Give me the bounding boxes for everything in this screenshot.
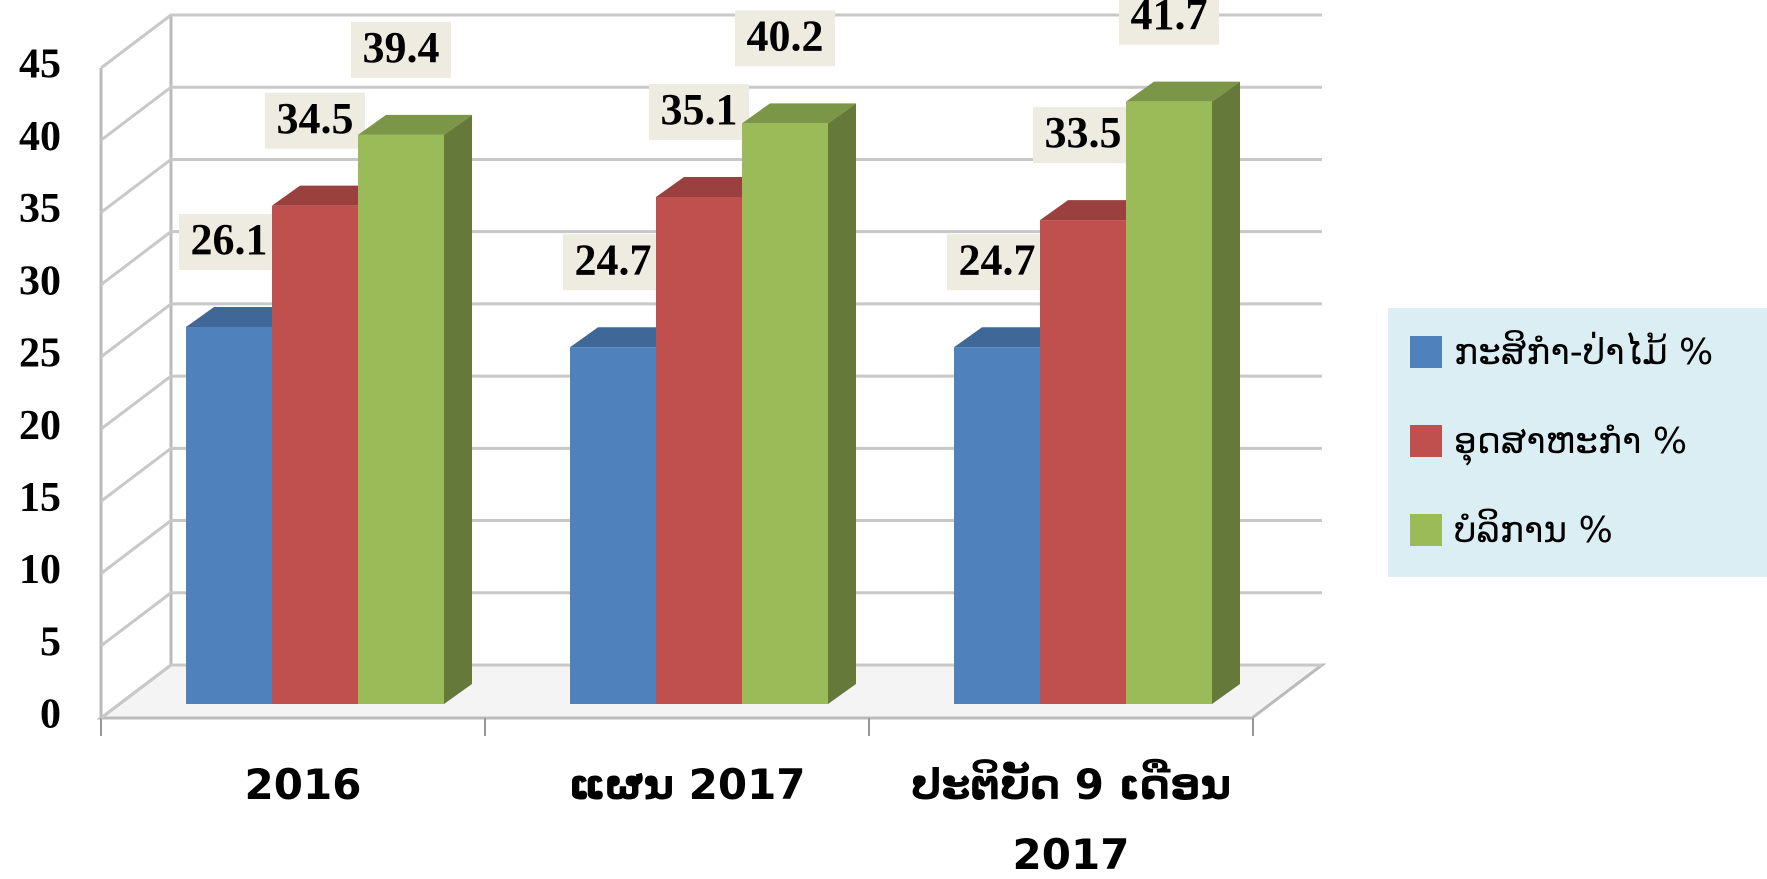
legend-label: ບໍລິການ % [1454, 509, 1613, 551]
y-tick-label: 25 [19, 331, 61, 377]
value-label-bg [735, 10, 835, 67]
x-tick-label: 2016 [244, 760, 362, 809]
bar-top [742, 103, 856, 124]
y-tick-label: 40 [19, 114, 61, 160]
y-tick-label: 35 [19, 186, 61, 232]
value-label-bg [563, 234, 663, 291]
grid-line [100, 663, 1322, 720]
value-label: 33.5 [1045, 108, 1122, 157]
value-label-bg [1119, 0, 1219, 45]
bar-top [570, 327, 684, 348]
bar-top [358, 114, 472, 135]
bar-side [1212, 81, 1240, 704]
legend: ກະສິກຳ-ປ່າໄມ້ % ອຸດສາຫະກຳ % ບໍລິການ % [1388, 308, 1767, 577]
grid-line [100, 519, 1322, 575]
x-tick-label: ປະຕິບັດ 9 ເດືອນ 2017 [910, 760, 1232, 879]
grid-line [100, 302, 1322, 359]
value-label: 35.1 [661, 85, 738, 134]
y-tick-label: 15 [19, 475, 61, 521]
value-label: 41.7 [1131, 0, 1208, 39]
bar [272, 205, 358, 704]
legend-label: ອຸດສາຫະກຳ % [1454, 420, 1688, 462]
x-tick-label: ແຜນ 2017 [568, 760, 806, 809]
legend-item: ກະສິກຳ-ປ່າໄມ້ % [1410, 330, 1713, 374]
bar [954, 347, 1040, 704]
grid-line [100, 230, 1322, 286]
grid-line [100, 446, 1322, 503]
y-tick-label: 45 [19, 42, 61, 88]
value-label-bg [179, 214, 279, 270]
bar [1040, 220, 1126, 704]
bar [742, 123, 828, 705]
bar [358, 134, 444, 704]
bar [186, 327, 272, 704]
y-tick-label: 10 [19, 547, 61, 593]
legend-swatch [1410, 336, 1442, 368]
grid-line [100, 591, 1322, 647]
grid-line [100, 13, 1322, 70]
bar [570, 347, 656, 704]
bar-side [828, 103, 856, 705]
bar-side [444, 114, 472, 704]
value-label-bg [1033, 107, 1133, 164]
y-tick-label: 20 [19, 403, 61, 449]
y-tick-label: 5 [40, 619, 61, 665]
grid-line [100, 374, 1322, 431]
y-tick-label: 30 [19, 258, 61, 304]
legend-item: ບໍລິການ % [1410, 508, 1613, 552]
bar-top [186, 307, 300, 327]
legend-item: ອຸດສາຫະກຳ % [1410, 419, 1687, 463]
legend-swatch [1410, 514, 1442, 546]
y-tick-label: 0 [40, 692, 61, 738]
value-label-bg [649, 84, 749, 140]
value-label-bg [351, 21, 451, 78]
bar-top [954, 327, 1068, 348]
value-label-bg [265, 92, 365, 149]
value-label: 24.7 [959, 235, 1036, 284]
bar-top [1040, 200, 1154, 221]
bar-top [1126, 81, 1240, 102]
value-label-bg [947, 234, 1047, 291]
bar-top [272, 185, 386, 206]
bar [656, 197, 742, 704]
value-label: 40.2 [747, 11, 824, 60]
grid-line [100, 157, 1322, 214]
legend-swatch [1410, 425, 1442, 457]
legend-label: ກະສິກຳ-ປ່າໄມ້ % [1454, 331, 1714, 373]
value-label: 39.4 [363, 23, 440, 72]
grid-line [100, 85, 1322, 142]
value-label: 24.7 [575, 235, 652, 284]
value-label: 26.1 [191, 215, 268, 264]
value-label: 34.5 [277, 94, 354, 143]
bar-top [656, 177, 770, 197]
bar [1126, 101, 1212, 704]
